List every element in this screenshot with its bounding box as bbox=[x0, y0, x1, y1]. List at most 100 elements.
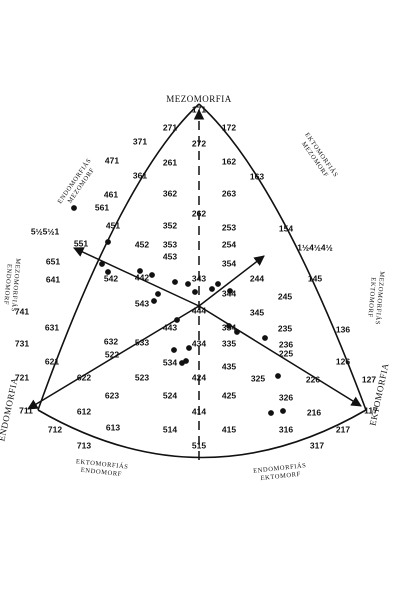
somatotype-code: 361 bbox=[133, 170, 147, 180]
somatotype-code: 127 bbox=[362, 374, 376, 384]
somatotype-code: 117 bbox=[364, 405, 378, 415]
data-point bbox=[226, 323, 232, 329]
somatotype-code: 741 bbox=[15, 306, 29, 316]
somatotype-codes: 171 271 172 371 272 471 261 162 361 163 461 362 263 5… bbox=[15, 104, 378, 450]
somatotype-code: 424 bbox=[192, 372, 206, 382]
somatotype-code: 435 bbox=[222, 361, 236, 371]
somatotype-code: 171 bbox=[192, 104, 206, 114]
somatotype-code: 534 bbox=[163, 357, 177, 367]
somatotype-code: 623 bbox=[105, 390, 119, 400]
somatotype-code: 613 bbox=[106, 422, 120, 432]
somatotype-code: 316 bbox=[279, 424, 293, 434]
somatotype-code: 362 bbox=[163, 188, 177, 198]
somatotype-code: 226 bbox=[306, 374, 320, 384]
somatotype-code: 271 bbox=[163, 122, 177, 132]
somatotype-code: 651 bbox=[46, 256, 60, 266]
somatotype-code: 561 bbox=[95, 202, 109, 212]
data-point bbox=[209, 286, 215, 292]
somatotype-code: 631 bbox=[45, 322, 59, 332]
somatotype-code: 622 bbox=[77, 372, 91, 382]
apex-label-ektomorfia: EKTOMORFIA bbox=[368, 362, 391, 427]
somatotype-code: 261 bbox=[163, 157, 177, 167]
somatotype-code: 451 bbox=[106, 220, 120, 230]
somatotype-code: 163 bbox=[250, 171, 264, 181]
somatotype-code: 217 bbox=[336, 424, 350, 434]
apex-label-mezomorfia: MEZOMORFIA bbox=[166, 94, 232, 104]
somatotype-code: 353 bbox=[163, 239, 177, 249]
region-label-mezomorfias-ektomorf-line: EKTOMORF bbox=[366, 277, 376, 318]
endomorf-mezomorf-axis bbox=[73, 247, 200, 307]
somatotype-code: 354 bbox=[222, 258, 236, 268]
data-point bbox=[280, 408, 286, 414]
somatotype-code: 253 bbox=[222, 222, 236, 232]
somatotype-code: 641 bbox=[46, 274, 60, 284]
somatotype-code: 452 bbox=[135, 239, 149, 249]
endomorfia-axis bbox=[27, 305, 200, 410]
somatotype-code: 371 bbox=[133, 136, 147, 146]
somatotype-code: 415 bbox=[222, 424, 236, 434]
somatotype-code: 136 bbox=[336, 324, 350, 334]
somatotype-code: 444 bbox=[192, 305, 206, 315]
somatotype-code: 543 bbox=[135, 298, 149, 308]
data-point bbox=[172, 279, 178, 285]
somatotype-code: 632 bbox=[104, 336, 118, 346]
data-point bbox=[155, 291, 161, 297]
data-point bbox=[227, 288, 233, 294]
data-point bbox=[192, 289, 198, 295]
somatotype-code: 254 bbox=[222, 239, 236, 249]
somatotype-code: 154 bbox=[279, 223, 293, 233]
somatotype-code: 272 bbox=[192, 138, 206, 148]
data-points bbox=[71, 205, 286, 416]
somatotype-code: 225 bbox=[279, 348, 293, 358]
data-point bbox=[149, 272, 155, 278]
somatotype-code: 524 bbox=[163, 390, 177, 400]
outline-right-arc bbox=[198, 103, 367, 411]
data-point bbox=[234, 329, 240, 335]
data-point bbox=[137, 268, 143, 274]
somatotype-code: 453 bbox=[163, 251, 177, 261]
somatotype-code: 335 bbox=[222, 338, 236, 348]
data-point bbox=[151, 298, 157, 304]
outline-left-arc bbox=[37, 103, 200, 411]
somatotype-code: 343 bbox=[192, 273, 206, 283]
somatotype-code: 145 bbox=[308, 273, 322, 283]
data-point bbox=[174, 317, 180, 323]
data-point bbox=[105, 269, 111, 275]
somatotype-code: 317 bbox=[310, 440, 324, 450]
outline-bottom-arc bbox=[37, 409, 367, 459]
data-point bbox=[215, 281, 221, 287]
data-point bbox=[183, 358, 189, 364]
somatotype-code: 434 bbox=[192, 338, 206, 348]
somatotype-code: 523 bbox=[135, 372, 149, 382]
somatotype-code: 515 bbox=[192, 440, 206, 450]
data-point bbox=[105, 239, 111, 245]
chart-outline bbox=[37, 103, 367, 459]
somatotype-code: 345 bbox=[250, 307, 264, 317]
chart-axes bbox=[27, 108, 362, 460]
somatotype-code: 172 bbox=[222, 122, 236, 132]
somatotype-code: 235 bbox=[278, 323, 292, 333]
ektomorf-mezomorf-axis bbox=[198, 255, 265, 307]
somatotype-code: 443 bbox=[163, 322, 177, 332]
somatotype-code: 551 bbox=[74, 238, 88, 248]
data-point bbox=[171, 347, 177, 353]
somatotype-code: 236 bbox=[279, 339, 293, 349]
somatotype-code: 542 bbox=[104, 273, 118, 283]
somatotype-code: 263 bbox=[222, 188, 236, 198]
somatotype-code: 425 bbox=[222, 390, 236, 400]
data-point bbox=[185, 281, 191, 287]
somatotype-code: 352 bbox=[163, 220, 177, 230]
somatotype-code: 712 bbox=[48, 424, 62, 434]
region-label-endomorfias-ektomorf-line: EKTOMORF bbox=[260, 471, 301, 482]
ektomorfia-axis bbox=[198, 305, 362, 407]
somatotype-code: 713 bbox=[77, 440, 91, 450]
somatotype-code: 721 bbox=[15, 372, 29, 382]
somatotype-code: 1½4½4½ bbox=[297, 242, 332, 252]
